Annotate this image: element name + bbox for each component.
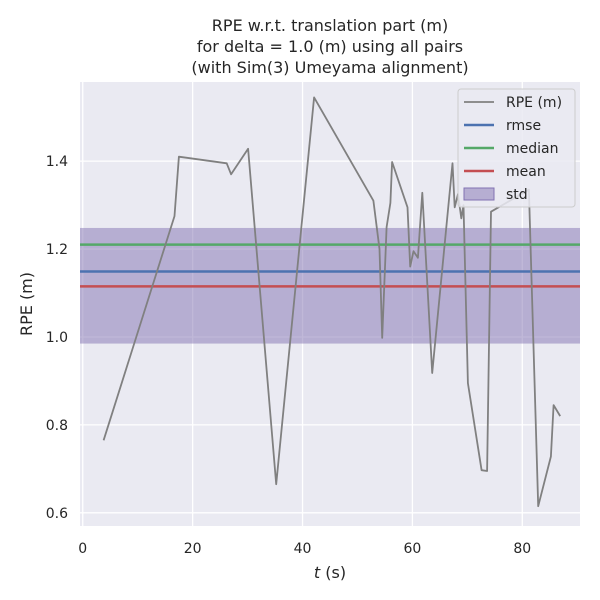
legend-label: median [506,141,558,157]
chart-title-line-3: (with Sim(3) Umeyama alignment) [191,58,468,77]
legend-label: mean [506,164,546,180]
y-axis-label: RPE (m) [17,272,36,336]
x-tick-label: 40 [294,541,312,557]
y-tick-label: 1.2 [46,242,68,258]
legend-label: RPE (m) [506,95,562,111]
x-tick-label: 0 [78,541,87,557]
x-axis-label-variable: t [314,563,321,582]
rpe-series-line [102,96,561,508]
y-tick-label: 0.8 [46,418,68,434]
x-axis-label-unit: (s) [320,563,346,582]
x-tick-label: 20 [184,541,202,557]
ticks: 0 20 40 60 80 0.6 0.8 1.0 1.2 1.4 [46,154,531,557]
y-tick-label: 1.0 [46,330,68,346]
x-tick-label: 80 [513,541,531,557]
legend: RPE (m) rmse median mean std [457,88,576,208]
y-tick-label: 1.4 [46,154,68,170]
legend-box [457,88,576,208]
chart-title-line-2: for delta = 1.0 (m) using all pairs [197,37,463,56]
chart-title-line-1: RPE w.r.t. translation part (m) [212,16,448,35]
stat-lines [80,243,580,288]
legend-label: rmse [506,118,541,134]
legend-label: std [506,187,528,203]
x-axis-label: t (s) [314,563,346,582]
series-group [102,96,561,508]
legend-swatch [463,187,495,201]
x-tick-label: 60 [404,541,422,557]
y-tick-label: 0.6 [46,506,68,522]
